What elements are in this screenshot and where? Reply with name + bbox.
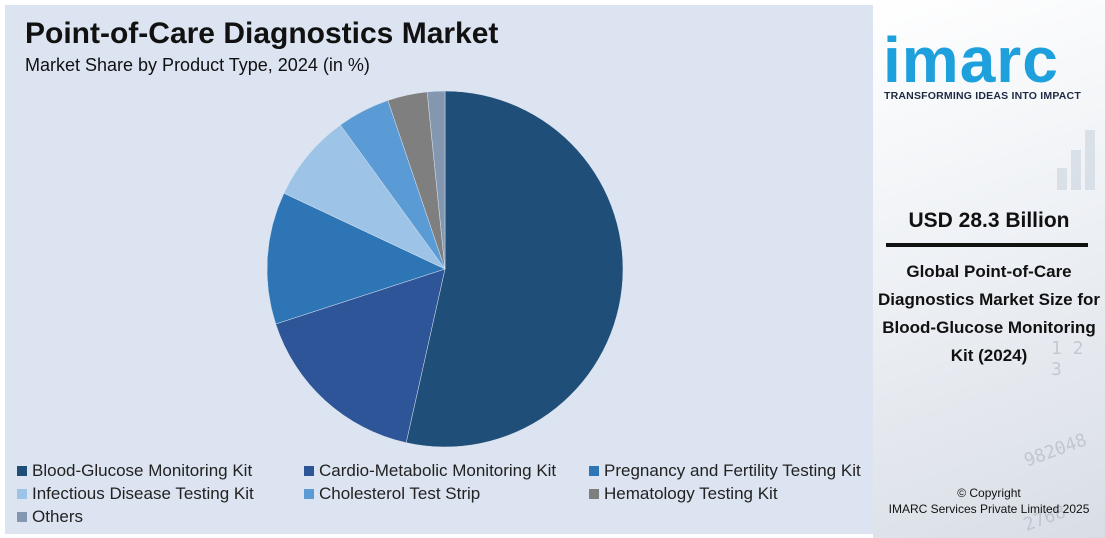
- copyright-line-2: IMARC Services Private Limited 2025: [888, 502, 1090, 516]
- pie-slice-blood-glucose-monitoring-kit: [405, 90, 624, 448]
- chart-title: Point-of-Care Diagnostics Market: [25, 17, 499, 50]
- legend: Blood-Glucose Monitoring Kit Cardio-Metab…: [17, 460, 867, 532]
- legend-item: Hematology Testing Kit: [589, 483, 778, 505]
- decor-digits: 1 2 3: [1051, 338, 1084, 380]
- decor-bar: [1071, 150, 1081, 190]
- legend-swatch: [304, 466, 314, 476]
- legend-label: Blood-Glucose Monitoring Kit: [32, 461, 253, 480]
- legend-label: Infectious Disease Testing Kit: [32, 484, 254, 503]
- imarc-logo: imarc: [883, 24, 1059, 96]
- legend-item: Others: [17, 506, 83, 528]
- decor-digits: 982048: [1021, 429, 1090, 472]
- market-size-caption: Global Point-of-Care Diagnostics Market …: [878, 262, 1101, 365]
- legend-swatch: [304, 489, 314, 499]
- pie-slice-infectious-disease-testing-kit: [283, 124, 446, 270]
- decor-bar: [1057, 168, 1067, 190]
- divider: [886, 243, 1088, 247]
- pie-chart: [266, 90, 624, 448]
- legend-label: Others: [32, 507, 84, 526]
- legend-label: Cardio-Metabolic Monitoring Kit: [319, 461, 557, 480]
- legend-item: Cholesterol Test Strip: [304, 483, 480, 505]
- chart-panel: Point-of-Care Diagnostics Market Market …: [5, 5, 873, 534]
- brand-tagline: TRANSFORMING IDEAS INTO IMPACT: [884, 90, 1081, 102]
- legend-label: Pregnancy and Fertility Testing Kit: [604, 461, 861, 480]
- market-size-value: USD 28.3 Billion: [908, 209, 1070, 232]
- legend-item: Infectious Disease Testing Kit: [17, 483, 254, 505]
- legend-label: Cholesterol Test Strip: [319, 484, 481, 503]
- chart-subtitle: Market Share by Product Type, 2024 (in %…: [25, 55, 370, 75]
- legend-label: Hematology Testing Kit: [604, 484, 778, 503]
- pie-slice-pregnancy-and-fertility-testing-kit: [266, 192, 446, 325]
- copyright-line-1: © Copyright: [957, 486, 1021, 500]
- side-panel: 982048 2768 1 2 3 imarc TRANSFORMING IDE…: [873, 0, 1105, 538]
- pie-slice-others: [426, 90, 446, 270]
- decor-bar: [1085, 130, 1095, 190]
- legend-swatch: [17, 489, 27, 499]
- legend-item: Cardio-Metabolic Monitoring Kit: [304, 460, 556, 482]
- legend-swatch: [589, 489, 599, 499]
- pie-slice-cardio-metabolic-monitoring-kit: [275, 268, 446, 444]
- legend-item: Pregnancy and Fertility Testing Kit: [589, 460, 861, 482]
- copyright: © Copyright IMARC Services Private Limit…: [873, 485, 1105, 517]
- legend-swatch: [589, 466, 599, 476]
- legend-item: Blood-Glucose Monitoring Kit: [17, 460, 252, 482]
- legend-swatch: [17, 512, 27, 522]
- legend-swatch: [17, 466, 27, 476]
